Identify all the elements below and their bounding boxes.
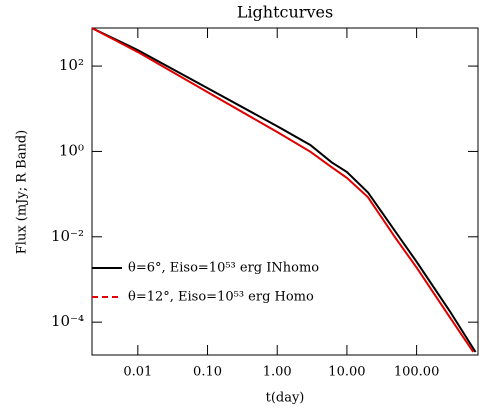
x-tick-label: 1.00 [263,365,292,380]
y-tick-label: 10⁻⁴ [51,312,84,330]
x-axis-label: t(day) [266,391,305,406]
chart-title: Lightcurves [237,3,333,22]
legend-label: θ=12°, Eiso=10⁵³ erg Homo [128,290,314,305]
plot-frame [91,27,479,356]
y-tick-label: 10⁻² [51,227,84,245]
series-line [91,27,477,353]
x-tick-label: 0.10 [193,365,222,380]
series-line [91,27,475,353]
y-axis-label: Flux (mJy; R Band) [15,130,30,254]
y-tick-label: 10⁰ [59,141,84,159]
x-tick-label: 10.00 [328,365,365,380]
y-tick-label: 10² [59,56,84,74]
x-tick-label: 0.01 [123,365,152,380]
legend-label: θ=6°, Eiso=10⁵³ erg INhomo [128,261,319,276]
x-tick-label: 100.00 [394,365,440,380]
